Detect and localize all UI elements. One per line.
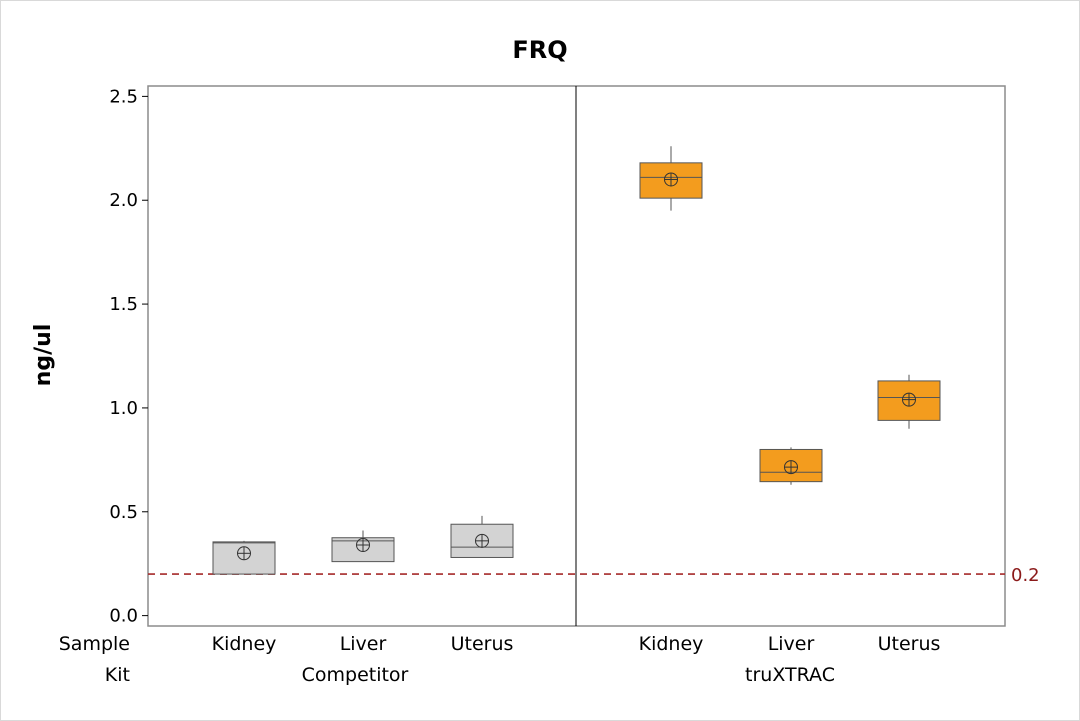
sample-label: Uterus (878, 633, 941, 655)
boxes-group (212, 146, 941, 575)
y-tick-label: 0.5 (109, 502, 138, 523)
sample-label: Kidney (212, 633, 277, 655)
sample-label: Liver (340, 633, 387, 655)
x-row-label-kit: Kit (105, 664, 130, 686)
chart-title: FRQ (512, 36, 567, 64)
kit-label: truXTRAC (745, 664, 835, 686)
y-tick-label: 2.5 (109, 86, 138, 107)
sample-label: Liver (768, 633, 815, 655)
kit-label: Competitor (302, 664, 409, 686)
y-tick-label: 2.0 (109, 190, 138, 211)
x-row-label-sample: Sample (59, 633, 130, 655)
y-axis-label: ng/ul (31, 324, 56, 387)
reference-line-label: 0.2 (1011, 565, 1040, 586)
box-iqr (639, 162, 703, 199)
y-tick-label: 1.5 (109, 294, 138, 315)
y-tick-label: 1.0 (109, 398, 138, 419)
sample-label: Uterus (451, 633, 514, 655)
y-tick-label: 0.0 (109, 606, 138, 627)
sample-label: Kidney (639, 633, 704, 655)
reference-line-group: 0.2 (148, 565, 1040, 586)
x-labels-group: Kidney Liver Uterus Competitor Kidney Liver Ut… (212, 633, 941, 686)
y-axis: 0.0 0.5 1.0 1.5 2.0 2.5 (109, 86, 148, 627)
